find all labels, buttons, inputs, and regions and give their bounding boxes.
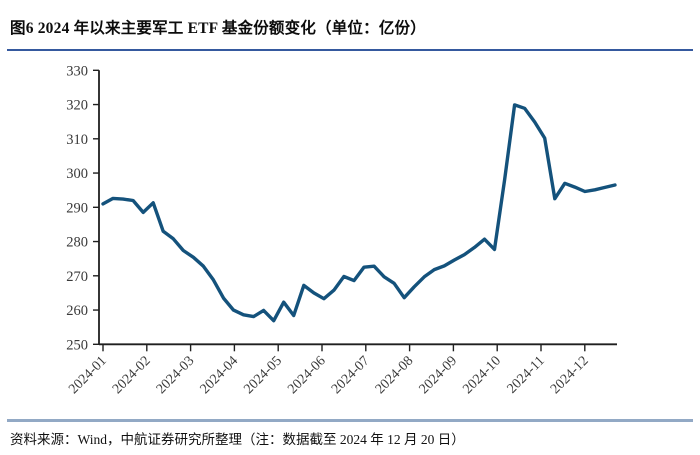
- x-tick-label: 2024-04: [198, 354, 242, 398]
- x-tick-label: 2024-08: [373, 354, 417, 398]
- source-note: 资料来源：Wind，中航证券研究所整理（注：数据截至 2024 年 12 月 2…: [10, 432, 465, 447]
- footer-divider-rule: [7, 419, 693, 422]
- x-tick-label: 2024-07: [329, 354, 373, 398]
- etf-share-line: [101, 103, 617, 323]
- y-tick-label: 310: [66, 132, 88, 148]
- x-tick-label: 2024-09: [417, 354, 461, 398]
- y-tick-label: 300: [66, 166, 88, 182]
- x-tick-label: 2024-03: [154, 354, 198, 398]
- y-tick-label: 290: [66, 200, 88, 216]
- y-tick-label: 330: [66, 63, 88, 79]
- x-tick-label: 2024-06: [285, 354, 329, 398]
- title-divider-rule: [7, 49, 693, 51]
- x-tick-label: 2024-11: [505, 354, 548, 397]
- x-tick-label: 2024-02: [110, 354, 154, 398]
- y-tick-label: 270: [66, 269, 88, 285]
- x-tick-label: 2024-12: [548, 354, 592, 398]
- x-tick-label: 2024-10: [460, 354, 504, 398]
- y-tick-label: 260: [66, 303, 88, 319]
- figure-title: 图6 2024 年以来主要军工 ETF 基金份额变化（单位：亿份）: [10, 20, 426, 37]
- y-tick-label: 250: [66, 337, 88, 353]
- line-chart: 250 260 270 280 290 300 310 320 330 2024-01 2024-0…: [0, 55, 700, 413]
- y-tick-label: 280: [66, 235, 88, 251]
- x-tick-label: 2024-05: [241, 354, 285, 398]
- x-tick-label: 2024-01: [66, 354, 110, 398]
- y-tick-label: 320: [66, 98, 88, 114]
